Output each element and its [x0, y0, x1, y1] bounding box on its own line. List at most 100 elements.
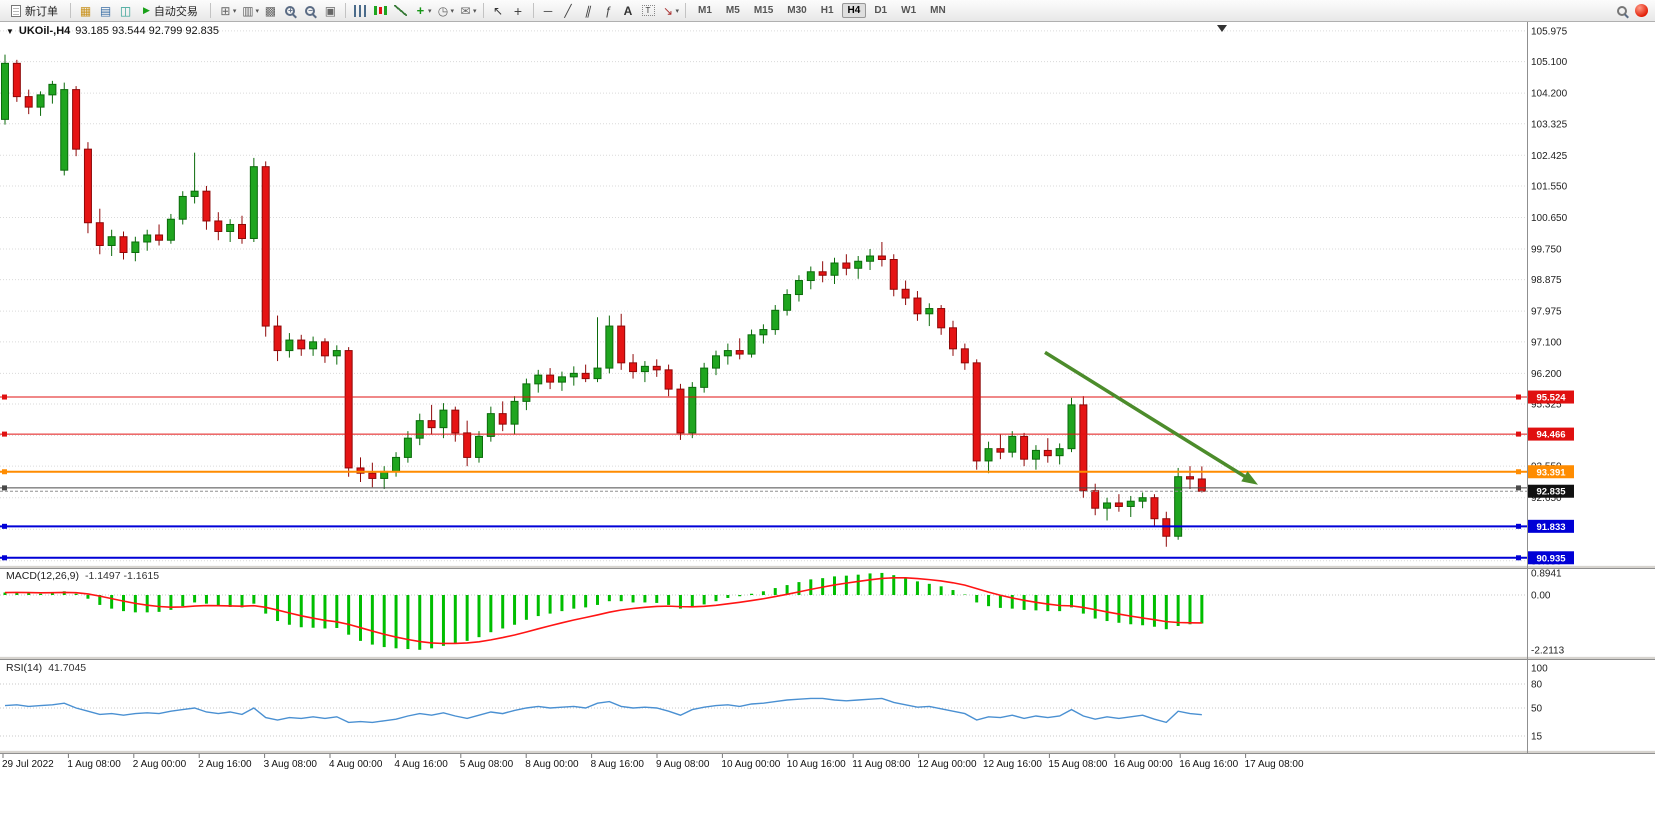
axis-labels: 105.975 105.100 104.200 103.325 102.425 101.5… — [1531, 26, 1568, 742]
toolbar-separator — [70, 3, 71, 18]
svg-text:95.325: 95.325 — [1531, 400, 1562, 411]
svg-text:105.100: 105.100 — [1531, 57, 1568, 68]
horizontal-line-tool-icon[interactable]: ─ — [543, 3, 553, 18]
tile-windows-icon[interactable]: ▩ — [264, 3, 277, 18]
svg-text:16 Aug 00:00: 16 Aug 00:00 — [1114, 759, 1173, 770]
timeframe-button-m1[interactable]: M1 — [698, 5, 712, 16]
rsi-value: 41.7045 — [48, 662, 87, 674]
svg-text:90.935: 90.935 — [1536, 553, 1566, 564]
bar-chart-mode-icon[interactable] — [351, 2, 370, 20]
trendline-tool-icon[interactable]: ╱ — [564, 3, 572, 18]
toolbar-separator — [344, 3, 346, 18]
trend-arrow[interactable] — [1044, 350, 1258, 485]
chevron-down-icon: ▾ — [427, 7, 432, 15]
svg-text:17 Aug 08:00: 17 Aug 08:00 — [1245, 759, 1304, 770]
horizontal-level-lines[interactable] — [0, 394, 1527, 561]
svg-text:4 Aug 16:00: 4 Aug 16:00 — [394, 759, 448, 770]
community-notification-icon[interactable] — [1632, 2, 1651, 20]
timeframe-button-m30[interactable]: M30 — [787, 5, 807, 16]
timeframe-button-m5[interactable]: M5 — [725, 5, 740, 16]
panel-separator[interactable] — [0, 750, 1655, 754]
timeframe-button-h1[interactable]: H1 — [820, 5, 834, 16]
panel-separator[interactable] — [0, 565, 1655, 569]
fibonacci-tool-icon[interactable]: ƒ — [604, 3, 612, 18]
cursor-tool-icon[interactable]: ↖ — [492, 3, 504, 18]
svg-text:9 Aug 08:00: 9 Aug 08:00 — [656, 759, 710, 770]
new-chart-icon[interactable]: ⊞ — [220, 3, 231, 18]
toolbar-separator — [209, 3, 211, 18]
chart-canvas[interactable]: 105.975 105.100 104.200 103.325 102.425 101.5… — [0, 22, 1655, 816]
macd-label: MACD(12,26,9) — [6, 570, 79, 582]
svg-text:5 Aug 08:00: 5 Aug 08:00 — [460, 759, 514, 770]
svg-text:0.8941: 0.8941 — [1531, 568, 1562, 579]
chart-header: ▼ UKOil-,H4 93.185 93.544 92.799 92.835 — [6, 25, 219, 37]
svg-text:2 Aug 00:00: 2 Aug 00:00 — [133, 759, 187, 770]
panel-separator[interactable] — [0, 656, 1655, 660]
rsi-label: RSI(14) — [6, 662, 43, 674]
svg-text:101.550: 101.550 — [1531, 181, 1568, 192]
svg-text:94.466: 94.466 — [1536, 430, 1565, 441]
svg-text:91.833: 91.833 — [1536, 522, 1565, 533]
svg-text:102.425: 102.425 — [1531, 151, 1568, 162]
timeframe-button-d1[interactable]: D1 — [874, 5, 888, 16]
timeframe-button-m15[interactable]: M15 — [753, 5, 774, 16]
periods-icon[interactable]: ◷ — [437, 3, 449, 18]
svg-text:80: 80 — [1531, 680, 1543, 691]
svg-text:93.391: 93.391 — [1536, 467, 1566, 478]
timeframe-button-w1[interactable]: W1 — [901, 5, 917, 16]
templates-icon[interactable]: ✉ — [460, 3, 471, 18]
text-label-tool-icon[interactable]: T — [639, 2, 658, 20]
svg-text:97.975: 97.975 — [1531, 307, 1562, 318]
svg-text:-2.2113: -2.2113 — [1531, 645, 1565, 656]
svg-text:95.524: 95.524 — [1536, 393, 1566, 404]
one-click-trading-toggle[interactable]: ▼ — [6, 26, 14, 36]
svg-text:10 Aug 00:00: 10 Aug 00:00 — [721, 759, 780, 770]
navigator-icon[interactable]: ▤ — [99, 3, 112, 18]
svg-text:100.650: 100.650 — [1531, 213, 1568, 224]
macd-header: MACD(12,26,9) -1.1497 -1.1615 — [6, 570, 159, 582]
timeframe-button-mn[interactable]: MN — [930, 5, 946, 16]
new-order-button[interactable]: 新订单 — [4, 2, 65, 20]
svg-text:97.100: 97.100 — [1531, 337, 1562, 348]
timeframe-button-h4[interactable]: H4 — [841, 3, 867, 18]
svg-text:15: 15 — [1531, 732, 1543, 743]
svg-text:50: 50 — [1531, 704, 1543, 715]
svg-text:12 Aug 00:00: 12 Aug 00:00 — [918, 759, 977, 770]
svg-text:16 Aug 16:00: 16 Aug 16:00 — [1179, 759, 1238, 770]
text-tool-icon[interactable]: A — [623, 3, 633, 18]
chart-symbol-period: UKOil-,H4 — [18, 25, 71, 37]
channel-tool-icon[interactable]: ∥ — [583, 3, 593, 18]
svg-text:96.200: 96.200 — [1531, 369, 1562, 380]
svg-text:15 Aug 08:00: 15 Aug 08:00 — [1048, 759, 1107, 770]
rsi-line — [4, 697, 1202, 724]
arrows-tool-icon[interactable]: ↘ — [662, 3, 674, 18]
terminal-panel-icon[interactable]: ◫ — [119, 3, 132, 18]
main-toolbar: 新订单 ▦ ▤ ◫ ▶ 自动交易 ⊞ ▾ ▥ ▾ ▩ + − ▣ + ▾ ◷ ▾ ✉ ▾ … — [0, 0, 1655, 22]
indicators-icon[interactable]: + — [416, 3, 425, 18]
price-tags: 95.524 94.466 93.391 91.833 90.935 92.835 — [1528, 390, 1574, 565]
chevron-down-icon: ▾ — [450, 7, 454, 15]
chart-shift-marker[interactable] — [1217, 25, 1227, 32]
candlestick-mode-icon[interactable] — [371, 2, 390, 20]
autotrading-button[interactable]: ▶ 自动交易 — [136, 2, 205, 20]
svg-text:12 Aug 16:00: 12 Aug 16:00 — [983, 759, 1042, 770]
line-chart-mode-icon[interactable] — [391, 2, 410, 20]
arrange-windows-icon[interactable]: ▣ — [324, 3, 337, 18]
macd-signal-line — [4, 576, 1202, 645]
autotrading-play-icon: ▶ — [143, 5, 150, 15]
market-watch-icon[interactable]: ▦ — [79, 3, 92, 18]
svg-text:105.975: 105.975 — [1531, 26, 1568, 37]
crosshair-tool-icon[interactable]: + — [513, 2, 523, 19]
new-order-icon — [11, 4, 21, 17]
time-axis[interactable]: 29 Jul 2022 1 Aug 08:00 2 Aug 00:00 2 Aug 1… — [2, 754, 1304, 770]
svg-text:98.875: 98.875 — [1531, 275, 1562, 286]
zoom-out-icon[interactable]: − — [301, 2, 320, 20]
zoom-in-icon[interactable]: + — [281, 2, 300, 20]
toolbar-separator — [482, 3, 484, 18]
search-icon[interactable] — [1612, 2, 1631, 20]
macd-values: -1.1497 -1.1615 — [84, 570, 160, 582]
svg-text:92.650: 92.650 — [1531, 493, 1562, 504]
price-gridlines — [0, 30, 1527, 562]
candle-wicks — [4, 54, 1203, 547]
profiles-icon[interactable]: ▥ — [242, 3, 254, 18]
